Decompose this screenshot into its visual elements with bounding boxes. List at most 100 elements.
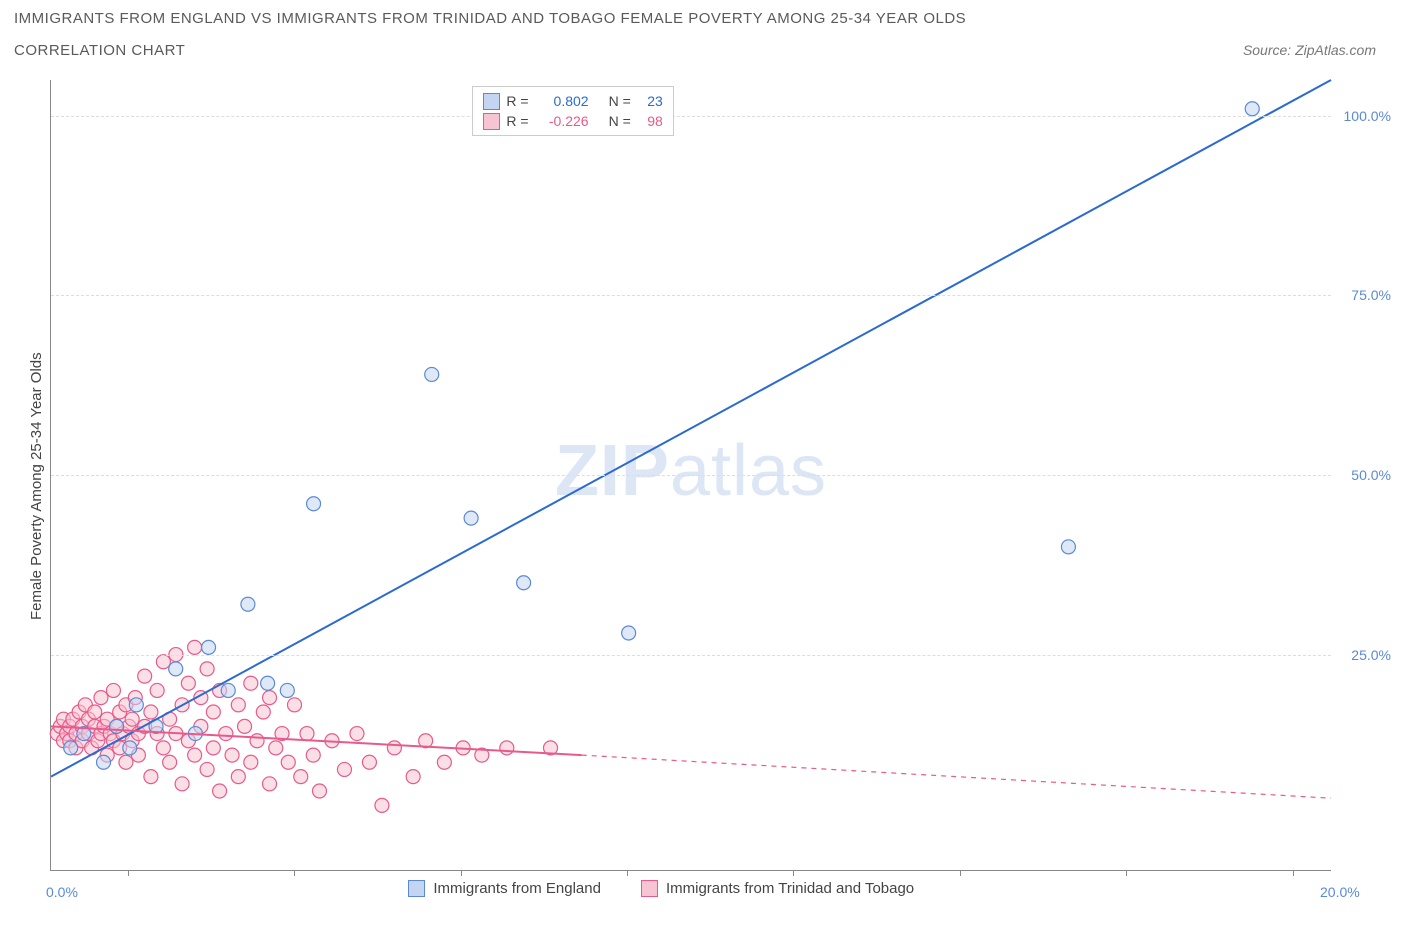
scatter-point	[88, 705, 102, 719]
scatter-point	[156, 655, 170, 669]
series-legend-item: Immigrants from England	[408, 880, 601, 897]
series-legend-label: Immigrants from Trinidad and Tobago	[666, 880, 914, 897]
scatter-point	[281, 755, 295, 769]
scatter-point	[169, 662, 183, 676]
scatter-point	[225, 748, 239, 762]
scatter-point	[375, 798, 389, 812]
x-tick-mark	[793, 870, 794, 876]
x-tick-mark	[461, 870, 462, 876]
scatter-point	[64, 741, 78, 755]
scatter-point	[238, 719, 252, 733]
scatter-point	[387, 741, 401, 755]
scatter-point	[123, 741, 137, 755]
scatter-point	[288, 698, 302, 712]
scatter-point	[97, 755, 111, 769]
y-tick-label: 50.0%	[1336, 467, 1391, 483]
scatter-point	[119, 755, 133, 769]
scatter-point	[129, 698, 143, 712]
legend-n-value: 98	[637, 111, 663, 131]
scatter-point	[175, 777, 189, 791]
scatter-point	[425, 367, 439, 381]
scatter-point	[406, 770, 420, 784]
scatter-point	[464, 511, 478, 525]
scatter-point	[244, 676, 258, 690]
scatter-point	[337, 762, 351, 776]
scatter-point	[206, 741, 220, 755]
x-tick-mark	[1293, 870, 1294, 876]
scatter-point	[300, 727, 314, 741]
x-tick-mark	[294, 870, 295, 876]
scatter-point	[261, 676, 275, 690]
scatter-point	[294, 770, 308, 784]
series-legend-label: Immigrants from England	[433, 880, 601, 897]
gridline	[51, 295, 1331, 296]
series-legend-item: Immigrants from Trinidad and Tobago	[641, 880, 914, 897]
scatter-point	[500, 741, 514, 755]
legend-n-value: 23	[637, 91, 663, 111]
scatter-point	[150, 683, 164, 697]
legend-r-value: -0.226	[535, 111, 589, 131]
scatter-point	[94, 691, 108, 705]
scatter-point	[110, 719, 124, 733]
scatter-point	[125, 712, 139, 726]
scatter-point	[144, 770, 158, 784]
y-axis-title: Female Poverty Among 25-34 Year Olds	[28, 352, 45, 620]
scatter-point	[517, 576, 531, 590]
scatter-point	[181, 676, 195, 690]
scatter-point	[231, 698, 245, 712]
scatter-point	[312, 784, 326, 798]
x-tick-mark	[1126, 870, 1127, 876]
chart-title-line2: CORRELATION CHART	[14, 42, 185, 59]
scatter-point	[156, 741, 170, 755]
plot-area: ZIPatlas 25.0%50.0%75.0%100.0%	[50, 80, 1331, 871]
scatter-point	[219, 727, 233, 741]
legend-r-value: 0.802	[535, 91, 589, 111]
legend-row: R =0.802N =23	[483, 91, 662, 111]
scatter-point	[307, 497, 321, 511]
legend-swatch	[408, 880, 425, 897]
x-tick-mark	[627, 870, 628, 876]
scatter-point	[213, 784, 227, 798]
scatter-point	[1061, 540, 1075, 554]
gridline	[51, 655, 1331, 656]
scatter-point	[263, 777, 277, 791]
y-tick-label: 75.0%	[1336, 287, 1391, 303]
legend-r-label: R =	[506, 111, 528, 131]
y-tick-label: 100.0%	[1336, 108, 1391, 124]
x-axis-max-label: 20.0%	[1320, 884, 1334, 900]
scatter-point	[269, 741, 283, 755]
scatter-point	[263, 691, 277, 705]
scatter-point	[144, 705, 158, 719]
scatter-point	[221, 683, 235, 697]
scatter-point	[188, 640, 202, 654]
trend-line	[51, 80, 1331, 777]
series-legend: Immigrants from England Immigrants from T…	[408, 880, 914, 897]
legend-swatch	[483, 113, 500, 130]
legend-r-label: R =	[506, 91, 528, 111]
chart-title-line1: IMMIGRANTS FROM ENGLAND VS IMMIGRANTS FR…	[14, 10, 966, 27]
scatter-point	[1245, 102, 1259, 116]
scatter-point	[138, 669, 152, 683]
legend-row: R =-0.226N =98	[483, 111, 662, 131]
scatter-point	[256, 705, 270, 719]
gridline	[51, 116, 1331, 117]
x-tick-mark	[960, 870, 961, 876]
scatter-point	[306, 748, 320, 762]
scatter-point	[280, 683, 294, 697]
y-tick-label: 25.0%	[1336, 647, 1391, 663]
scatter-point	[350, 727, 364, 741]
x-axis-min-label: 0.0%	[46, 884, 78, 900]
scatter-point	[188, 748, 202, 762]
source-label: Source: ZipAtlas.com	[1243, 42, 1376, 58]
scatter-point	[200, 662, 214, 676]
x-tick-mark	[128, 870, 129, 876]
scatter-point	[437, 755, 451, 769]
legend-swatch	[641, 880, 658, 897]
scatter-point	[362, 755, 376, 769]
scatter-point	[106, 683, 120, 697]
scatter-point	[244, 755, 258, 769]
gridline	[51, 475, 1331, 476]
legend-swatch	[483, 93, 500, 110]
scatter-point	[622, 626, 636, 640]
scatter-point	[206, 705, 220, 719]
